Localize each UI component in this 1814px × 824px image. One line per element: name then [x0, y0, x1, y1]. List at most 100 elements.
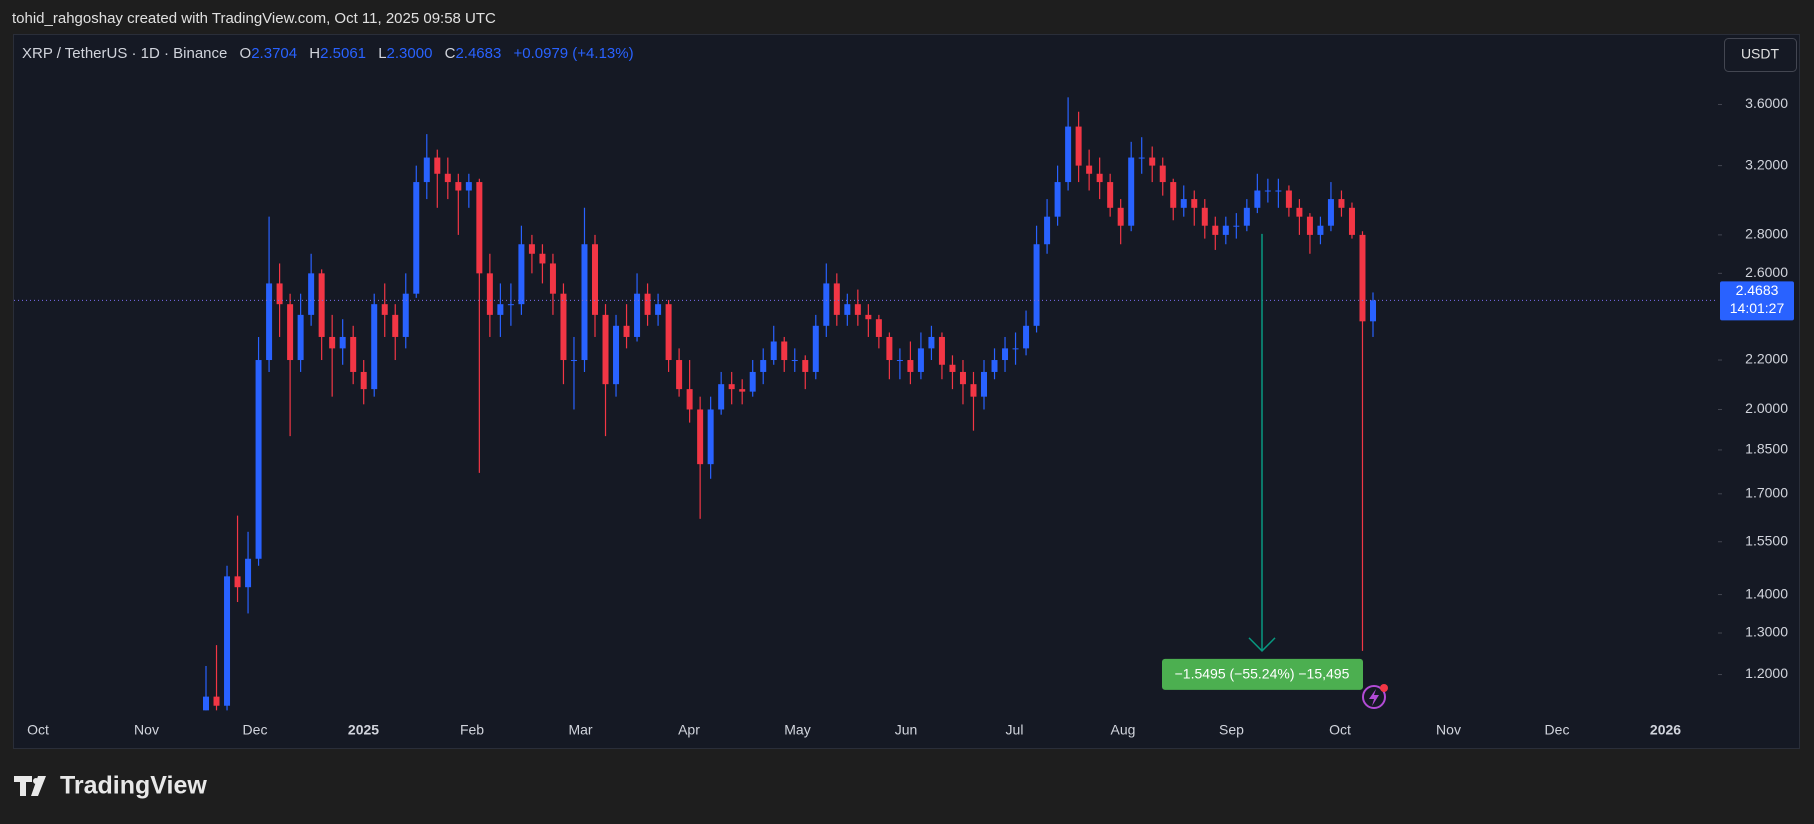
y-tick-label: 1.3000 [1745, 624, 1788, 640]
candle-body [896, 360, 903, 362]
candle-body [1222, 225, 1229, 235]
candle-body [959, 371, 966, 385]
y-tick-label: 1.4000 [1745, 585, 1788, 601]
candle-body [1065, 126, 1072, 183]
y-tick-label: 3.2000 [1745, 156, 1788, 172]
candle-body [1107, 182, 1114, 208]
candle-body [623, 325, 630, 337]
measure-arrowhead [1248, 637, 1276, 652]
candle-body [707, 409, 714, 465]
candle-body [865, 314, 872, 320]
candle-body [1023, 325, 1030, 349]
candle-body [1327, 199, 1334, 226]
candle-body [1254, 190, 1261, 208]
candle-body [739, 389, 746, 392]
x-tick-label: Mar [568, 722, 592, 738]
candle-body [1233, 225, 1240, 227]
y-tick-label: 2.8000 [1745, 226, 1788, 242]
candle-body [1212, 225, 1219, 235]
candle-body [213, 696, 220, 706]
candle-body [812, 325, 819, 372]
candle-body [791, 360, 798, 362]
candle-body [928, 336, 935, 349]
candle-body [655, 304, 662, 315]
x-tick-label: Sep [1219, 722, 1244, 738]
last-price-box [1720, 281, 1794, 321]
x-tick-label: Dec [1545, 722, 1570, 738]
x-tick-label: 2026 [1650, 722, 1681, 738]
candle-body [224, 576, 231, 706]
candle-body [413, 182, 420, 294]
candle-body [560, 293, 567, 361]
candle-body [1370, 300, 1376, 322]
ohlc-label: O [240, 45, 252, 62]
candle-body [381, 304, 388, 315]
candle-body [1191, 199, 1198, 208]
ohlc-label: L [378, 45, 386, 62]
author-line: tohid_rahgoshay created with TradingView… [12, 10, 496, 27]
currency-button[interactable] [1724, 38, 1797, 72]
candle-body [770, 341, 777, 361]
candle-body [528, 244, 535, 254]
candle-body [970, 384, 977, 397]
ohlc-value: 2.3000 [387, 45, 433, 62]
candle-body [1317, 225, 1324, 235]
candle-body [1149, 157, 1156, 166]
x-tick-label: Nov [1436, 722, 1461, 738]
ohlc-value: 2.5061 [320, 45, 366, 62]
candle-body [318, 273, 325, 337]
candle-body [854, 304, 861, 315]
candle-body [1096, 173, 1103, 183]
candle-body [981, 371, 987, 397]
candle-body [749, 371, 756, 392]
y-tick-label: 3.6000 [1745, 95, 1788, 111]
candle-body [907, 360, 914, 372]
candle-body [1306, 216, 1313, 235]
candle-body [339, 336, 346, 349]
ohlc-value: 2.4683 [455, 45, 501, 62]
y-tick-label: 1.8500 [1745, 441, 1788, 457]
candle-body [1264, 190, 1271, 192]
logo [14, 776, 46, 796]
x-tick-label: Feb [460, 722, 484, 738]
candle-body [1159, 165, 1166, 183]
plot-area [14, 97, 1718, 711]
candle-body [886, 336, 893, 361]
candle-body [676, 360, 683, 390]
candle-body [360, 371, 367, 390]
candle-body [1180, 199, 1187, 208]
countdown-label: 14:01:27 [1730, 300, 1785, 316]
candle-body [781, 341, 788, 361]
currency-button-label[interactable]: USDT [1741, 46, 1780, 62]
candle-body [497, 304, 504, 315]
candle-body [1348, 207, 1355, 235]
candle-body [1243, 207, 1250, 226]
candle-body [266, 283, 273, 361]
y-tick-label: 2.6000 [1745, 264, 1788, 280]
candle-body [991, 360, 998, 372]
ohlc-label: H [309, 45, 320, 62]
candle-body [444, 173, 451, 183]
candle-body [1044, 216, 1051, 245]
x-tick-label: Apr [678, 722, 700, 738]
candle-body [592, 244, 598, 315]
chart-pane [13, 34, 1800, 749]
candle-body [686, 389, 693, 410]
candle-body [507, 304, 514, 306]
candle-body [1075, 126, 1082, 166]
candle-body [245, 558, 252, 588]
candle-body [549, 263, 556, 294]
x-tick-label: 2025 [348, 722, 379, 738]
candle-body [1012, 348, 1019, 350]
x-tick-label: Jun [895, 722, 918, 738]
candle-body [1128, 157, 1135, 226]
x-tick-label: Nov [134, 722, 159, 738]
candle-body [665, 304, 672, 361]
ohlc-label: C [445, 45, 456, 62]
candle-body [308, 273, 315, 315]
candle-body [329, 336, 336, 349]
candle-body [602, 314, 609, 385]
measure-label: −1.5495 (−55.24%) −15,495 [1175, 666, 1350, 682]
